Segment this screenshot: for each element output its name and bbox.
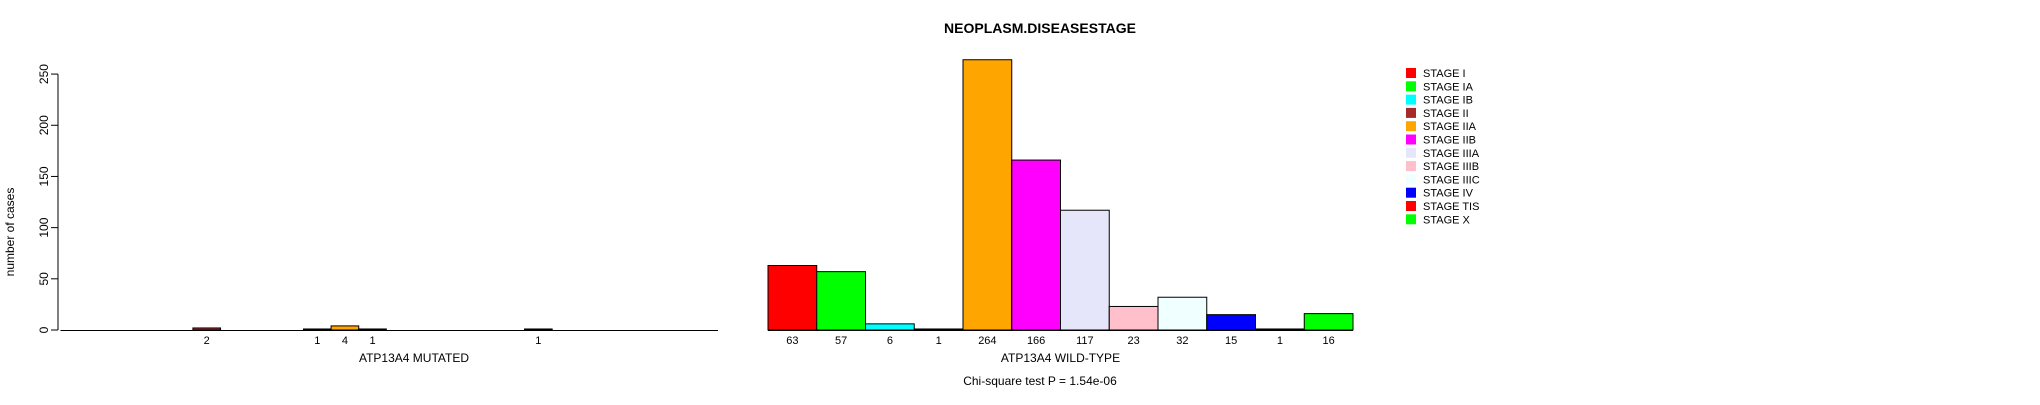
- bar-count-label: 63: [786, 335, 798, 347]
- legend-swatch: [1406, 187, 1416, 198]
- legend-swatch: [1406, 201, 1416, 211]
- bar-count-label: 23: [1128, 335, 1140, 347]
- bar-count-label: 264: [978, 335, 996, 347]
- y-axis: 0 50 100 150 200 250: [37, 64, 59, 333]
- legend-label: STAGE IV: [1423, 188, 1474, 200]
- group-label: ATP13A4 WILD-TYPE: [1001, 351, 1120, 365]
- bar-count-label: 1: [936, 335, 942, 347]
- bar-wildtype: [1060, 209, 1110, 331]
- bar-wildtype: [1255, 328, 1305, 331]
- legend-swatch: [1406, 81, 1416, 92]
- bar-mutated: [358, 328, 387, 331]
- legend-label: STAGE TIS: [1423, 201, 1479, 213]
- bar-count-label: 32: [1176, 335, 1188, 347]
- bar-mutated: [524, 328, 553, 331]
- bar-wildtype: [913, 328, 964, 331]
- bar-count-label: 4: [342, 335, 348, 347]
- bar-mutated: [330, 325, 360, 331]
- bar-wildtype: [1108, 305, 1159, 331]
- legend-label: STAGE II: [1423, 108, 1469, 120]
- bar-count-label: 117: [1076, 335, 1094, 347]
- y-tick-label: 150: [37, 166, 51, 186]
- legend-swatch: [1406, 107, 1416, 118]
- legend-label: STAGE IIIB: [1423, 161, 1479, 173]
- bar-wildtype: [1157, 296, 1208, 331]
- legend-label: STAGE IIA: [1423, 121, 1477, 133]
- bar-count-label: 16: [1323, 335, 1335, 347]
- chart-title: NEOPLASM.DISEASESTAGE: [944, 20, 1136, 36]
- legend-swatch: [1406, 214, 1416, 225]
- y-tick-label: 50: [37, 272, 51, 286]
- legend-swatch: [1406, 147, 1416, 158]
- bar-count-label: 15: [1225, 335, 1237, 347]
- legend-label: STAGE IIIA: [1423, 148, 1480, 160]
- legend-swatch: [1406, 161, 1416, 172]
- bar-mutated: [302, 328, 332, 331]
- bar-count-label: 1: [535, 335, 541, 347]
- legend-label: STAGE IIIC: [1423, 174, 1480, 186]
- bar-wildtype: [1206, 314, 1256, 331]
- legend-swatch: [1406, 174, 1416, 185]
- bar-wildtype: [816, 271, 866, 331]
- legend-label: STAGE X: [1423, 214, 1471, 226]
- y-tick-label: 250: [37, 64, 51, 84]
- bar-count-label: 2: [204, 335, 210, 347]
- y-tick-label: 200: [37, 115, 51, 135]
- bar-wildtype: [1303, 313, 1354, 331]
- bars: [60, 59, 1354, 331]
- bar-count-label: 1: [314, 335, 320, 347]
- bar-wildtype: [1011, 159, 1061, 331]
- bar-labels: 2 1 4 1 1 ATP13A4 MUTATED 63 57 6 1 264 166 117 23 32 1…: [204, 335, 1335, 365]
- group-label: ATP13A4 MUTATED: [359, 351, 469, 365]
- bar-count-label: 1: [1277, 335, 1283, 347]
- legend-label: STAGE I: [1423, 68, 1466, 80]
- bar-count-label: 6: [887, 335, 893, 347]
- bar-count-label: 1: [369, 335, 375, 347]
- y-tick-label: 0: [37, 326, 51, 333]
- bar-wildtype: [767, 265, 818, 331]
- legend-swatch: [1406, 68, 1416, 78]
- bar-count-label: 57: [835, 335, 847, 347]
- y-tick-label: 100: [37, 217, 51, 237]
- legend-swatch: [1406, 134, 1416, 145]
- bar-wildtype: [962, 59, 1013, 331]
- chi-square-footnote: Chi-square test P = 1.54e-06: [963, 374, 1117, 388]
- legend-swatch: [1406, 94, 1416, 105]
- bar-wildtype: [865, 323, 915, 331]
- bar-mutated: [192, 327, 222, 331]
- legend-swatch: [1406, 121, 1416, 132]
- legend-label: STAGE IB: [1423, 95, 1473, 107]
- bar-count-label: 166: [1027, 335, 1045, 347]
- legend-label: STAGE IA: [1423, 81, 1474, 93]
- legend-label: STAGE IIB: [1423, 135, 1476, 147]
- y-axis-label: number of cases: [3, 188, 17, 277]
